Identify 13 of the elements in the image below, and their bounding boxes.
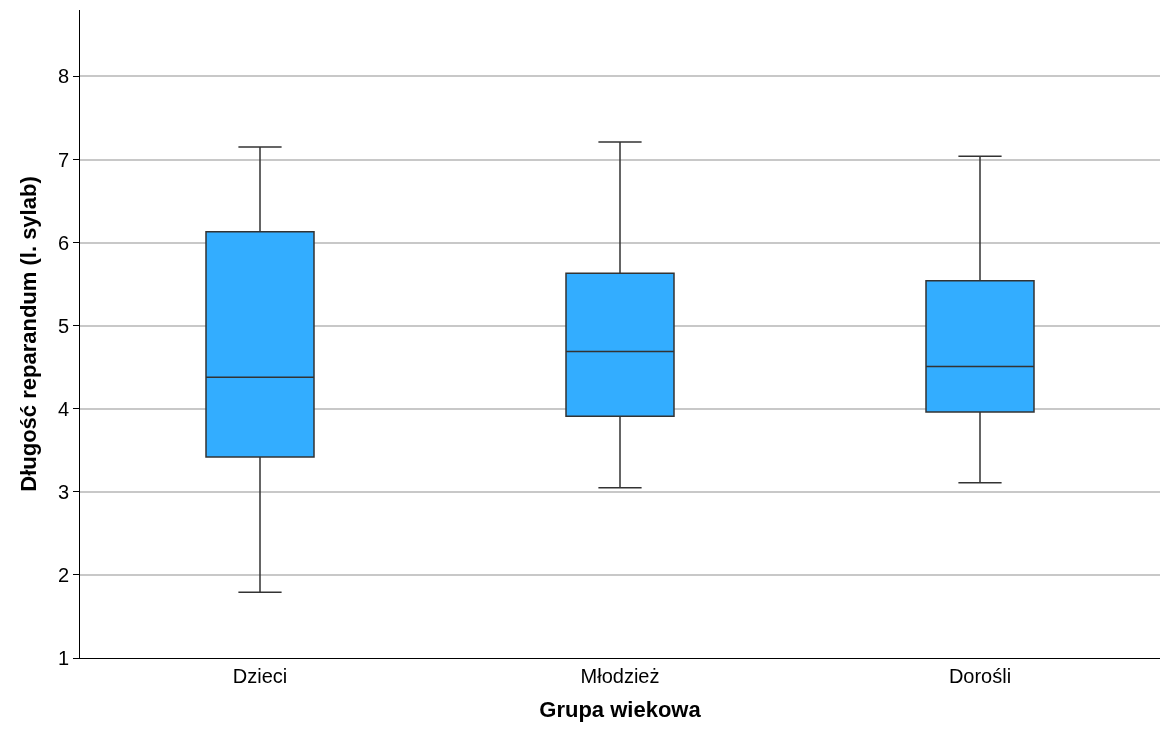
y-tick-label: 5 bbox=[57, 314, 69, 337]
x-tick-label: Młodzież bbox=[580, 665, 660, 687]
y-tick-label: 3 bbox=[57, 480, 69, 503]
x-tick-label: Dzieci bbox=[232, 665, 288, 687]
y-tick-label: 2 bbox=[57, 563, 69, 586]
x-axis-title: Grupa wiekowa bbox=[539, 696, 702, 722]
y-tick-label: 1 bbox=[57, 647, 69, 669]
y-tick-label: 7 bbox=[57, 148, 69, 171]
y-tick-label: 4 bbox=[57, 397, 69, 420]
y-tick-label: 8 bbox=[57, 65, 69, 88]
y-tick-label: 6 bbox=[57, 231, 69, 254]
x-tick-label: Dorośli bbox=[948, 665, 1012, 687]
y-axis-title: Długość reparandum (l. sylab) bbox=[15, 176, 41, 492]
